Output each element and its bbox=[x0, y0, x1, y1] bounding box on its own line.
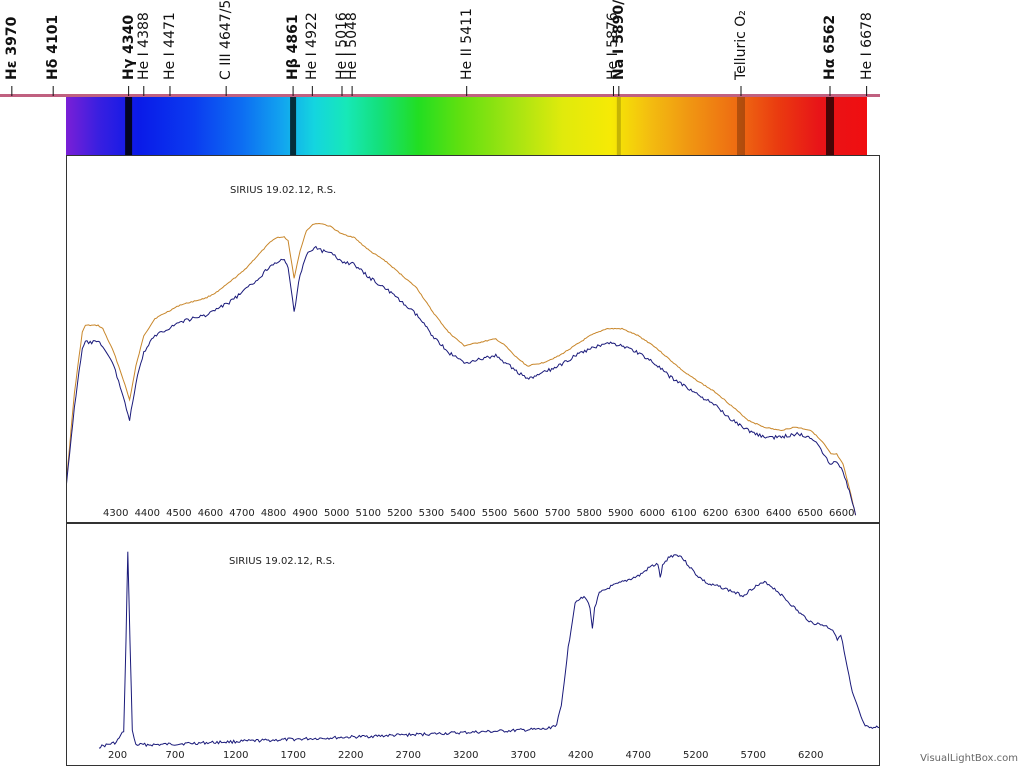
series-line bbox=[67, 245, 857, 516]
x-tick-label: 5500 bbox=[481, 508, 508, 519]
ruler-ticks bbox=[11, 86, 868, 96]
series-line bbox=[67, 222, 857, 516]
x-tick-label: 4700 bbox=[625, 750, 651, 761]
series-line bbox=[98, 551, 879, 749]
x-tick-label: 1700 bbox=[280, 750, 306, 761]
absorption-line bbox=[826, 97, 835, 155]
x-tick-label: 5300 bbox=[418, 508, 445, 519]
x-tick-label: 5400 bbox=[450, 508, 476, 519]
plot-area bbox=[98, 551, 879, 749]
x-tick-label: 6300 bbox=[734, 508, 760, 519]
x-tick-label: 200 bbox=[108, 750, 128, 761]
x-tick-label: 4500 bbox=[166, 508, 192, 519]
x-tick-label: 5600 bbox=[513, 508, 539, 519]
x-tick-label: 3700 bbox=[510, 750, 536, 761]
absorption-line bbox=[736, 97, 745, 155]
x-tick-label: 700 bbox=[165, 750, 185, 761]
x-tick-label: 4300 bbox=[103, 508, 129, 519]
x-tick-label: 5800 bbox=[576, 508, 602, 519]
raw-spectrum-chart: SIRIUS 19.02.12, R.S. 200 700 1200 1700 2200… bbox=[66, 523, 880, 766]
x-tick-label: 6200 bbox=[702, 508, 729, 519]
x-tick-label: 6500 bbox=[797, 508, 823, 519]
x-tick-label: 6600 bbox=[829, 508, 855, 519]
plot-area bbox=[67, 222, 857, 516]
absorption-lines bbox=[125, 97, 835, 155]
absorption-line bbox=[125, 97, 133, 155]
x-tick-label: 1200 bbox=[223, 750, 249, 761]
x-tick-label: 4200 bbox=[568, 750, 594, 761]
x-tick-label: 6000 bbox=[639, 508, 666, 519]
x-tick-label: 4700 bbox=[229, 508, 255, 519]
x-tick-label: 4600 bbox=[197, 508, 224, 519]
x-tick-label: 6400 bbox=[765, 508, 792, 519]
chart-title: SIRIUS 19.02.12, R.S. bbox=[229, 556, 336, 567]
color-spectrum-strip bbox=[66, 97, 867, 155]
x-tick-label: 5000 bbox=[323, 508, 350, 519]
x-tick-label: 4400 bbox=[134, 508, 161, 519]
x-tick-label: 6200 bbox=[798, 750, 824, 761]
x-tick-label: 4900 bbox=[292, 508, 318, 519]
x-tick-label: 3200 bbox=[453, 750, 479, 761]
absorption-line bbox=[616, 97, 621, 155]
calibrated-spectrum-chart: SIRIUS 19.02.12, R.S. 4300 4400 4500 4600 47… bbox=[66, 155, 880, 523]
x-tick-label: 5700 bbox=[740, 750, 766, 761]
absorption-line bbox=[290, 97, 297, 155]
chart-title: SIRIUS 19.02.12, R.S. bbox=[230, 185, 337, 196]
x-tick-label: 5100 bbox=[355, 508, 381, 519]
x-tick-label: 2700 bbox=[395, 750, 421, 761]
x-tick-label: 4800 bbox=[260, 508, 287, 519]
x-tick-label: 2200 bbox=[338, 750, 364, 761]
x-tick-label: 6100 bbox=[671, 508, 697, 519]
x-tick-label: 5200 bbox=[387, 508, 413, 519]
wavelength-ruler bbox=[0, 94, 880, 97]
x-tick-label: 5900 bbox=[608, 508, 634, 519]
x-tick-label: 5200 bbox=[683, 750, 709, 761]
watermark: VisualLightBox.com bbox=[920, 753, 1018, 764]
x-tick-label: 5700 bbox=[544, 508, 571, 519]
